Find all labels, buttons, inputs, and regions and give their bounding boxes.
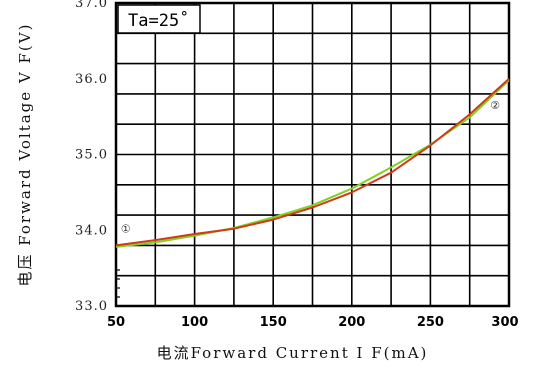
x-tick-label: 250	[417, 315, 444, 330]
x-tick-label: 100	[181, 315, 208, 330]
x-tick-label: 150	[260, 315, 287, 330]
series-2-line	[115, 78, 510, 247]
x-tick-labels: 50 100 150 200 250 300	[107, 315, 519, 330]
x-axis-title: 电流Forward Current I F(mA)	[157, 344, 429, 362]
temperature-annotation: Ta=25˚	[128, 10, 189, 31]
y-tick-labels: 33.0 34.0 35.0 36.0 37.0	[75, 0, 108, 314]
x-tick-label: 50	[107, 315, 125, 330]
series-1-marker-label: ①	[121, 223, 131, 236]
series-2-marker-label: ②	[490, 99, 500, 112]
plot-frame	[114, 1, 511, 308]
y-tick-label: 35.0	[75, 148, 108, 163]
y-tick-label: 37.0	[75, 0, 108, 11]
series-lines	[115, 78, 510, 248]
y-tick-label: 36.0	[75, 72, 108, 87]
x-tick-label: 300	[491, 315, 518, 330]
y-tick-label: 33.0	[75, 299, 108, 314]
grid	[116, 3, 509, 306]
y-tick-label: 34.0	[75, 223, 108, 238]
x-tick-label: 200	[338, 315, 365, 330]
y-axis-title: 电压 Forward Voltage V F(V)	[16, 23, 34, 287]
temperature-box	[117, 4, 201, 34]
